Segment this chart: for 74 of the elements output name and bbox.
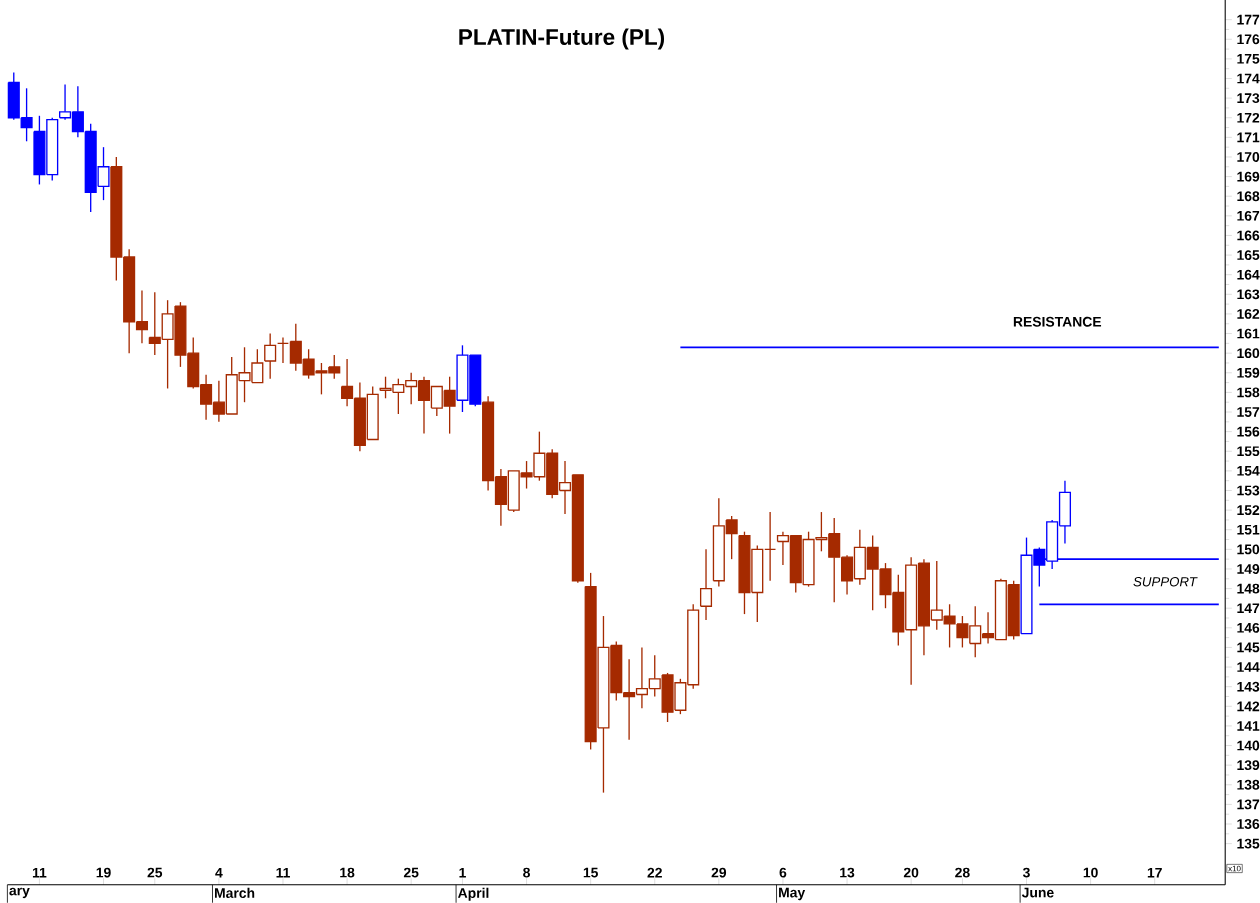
y-tick-label: 143 <box>1237 681 1260 692</box>
x-tick-label: 15 <box>583 867 598 878</box>
candlestick <box>764 511 777 582</box>
y-tick-label: 160 <box>1237 348 1260 359</box>
x-tick-label: 10 <box>1083 867 1098 878</box>
y-tick-label: 153 <box>1237 485 1260 496</box>
x-tick-label: 8 <box>523 867 530 878</box>
y-tick-label: 155 <box>1237 446 1260 457</box>
y-tick-label: 148 <box>1237 583 1260 594</box>
text: ary <box>9 887 30 899</box>
y-tick-label: 146 <box>1237 623 1260 633</box>
x-tick-label: 6 <box>779 867 787 878</box>
x-tick-label: 17 <box>1147 868 1162 878</box>
y-tick-label: 162 <box>1237 309 1260 320</box>
y-tick-label: 139 <box>1237 760 1260 771</box>
y-tick-label: 169 <box>1237 171 1260 182</box>
y-tick-label: 151 <box>1237 525 1260 535</box>
x-tick-label: 22 <box>647 867 662 878</box>
text: May <box>779 887 806 901</box>
y-tick-label: 156 <box>1237 426 1260 437</box>
text: April <box>457 887 489 901</box>
x-tick-label: 29 <box>711 867 727 878</box>
y-tick-label: 171 <box>1237 132 1260 143</box>
y-tick-label: 166 <box>1237 230 1260 241</box>
y-tick-label: 158 <box>1237 387 1260 398</box>
y-tick-label: 144 <box>1237 662 1260 672</box>
y-tick-label: 167 <box>1237 211 1260 221</box>
y-tick-label: 174 <box>1237 73 1260 84</box>
x-tick-label: 20 <box>903 867 919 878</box>
y-tick-label: 172 <box>1237 113 1260 123</box>
x-tick-label: 11 <box>32 868 47 878</box>
x-tick-label: 18 <box>340 867 355 878</box>
text: June <box>1021 887 1054 898</box>
x-tick-label: 25 <box>147 867 163 878</box>
y-tick-label: 141 <box>1237 721 1260 731</box>
y-tick-label: 136 <box>1237 819 1260 830</box>
y-tick-label: 165 <box>1237 250 1260 261</box>
y-tick-label: 135 <box>1237 838 1260 849</box>
y-tick-label: 161 <box>1237 328 1260 339</box>
y-tick-label: 152 <box>1237 505 1260 516</box>
y-tick-label: 157 <box>1237 407 1260 418</box>
y-tick-label: 168 <box>1237 191 1260 202</box>
candlestick <box>276 336 290 364</box>
y-tick-label: 150 <box>1237 544 1260 555</box>
y-tick-label: 170 <box>1237 152 1260 163</box>
y-tick-label: 159 <box>1237 368 1260 378</box>
x-tick-label: 13 <box>840 867 855 878</box>
x-tick-label: 19 <box>96 867 111 878</box>
y-tick-label: 149 <box>1237 564 1260 575</box>
text: PLATIN-Future (PL) <box>459 28 665 50</box>
y-tick-label: 164 <box>1237 269 1260 280</box>
y-tick-label: 176 <box>1237 34 1260 45</box>
x-tick-label: 3 <box>1022 867 1030 878</box>
y-tick-label: 147 <box>1237 603 1260 614</box>
y-tick-label: 154 <box>1237 466 1260 476</box>
y-tick-label: 173 <box>1237 93 1260 104</box>
x-tick-label: 1 <box>459 868 466 878</box>
y-tick-label: 137 <box>1237 799 1260 810</box>
y-tick-label: 140 <box>1237 740 1260 751</box>
y-tick-label: 145 <box>1237 642 1260 653</box>
candlestick <box>699 548 713 621</box>
candlestick <box>135 289 149 345</box>
x-tick-label: 4 <box>215 868 223 878</box>
x-tick-label: 25 <box>403 867 419 878</box>
x-tick-label: 11 <box>276 868 290 878</box>
y-tick-label: 142 <box>1237 701 1260 712</box>
text: March <box>215 887 255 899</box>
y-tick-label: 175 <box>1237 54 1260 64</box>
y-tick-label: 177 <box>1237 15 1260 25</box>
y-tick-label: 138 <box>1237 780 1260 790</box>
x-tick-label: 28 <box>955 867 970 878</box>
series-label: SUPPORT <box>1133 577 1198 587</box>
y-tick-label: 163 <box>1237 289 1260 300</box>
series-label: RESISTANCE <box>1013 317 1102 327</box>
